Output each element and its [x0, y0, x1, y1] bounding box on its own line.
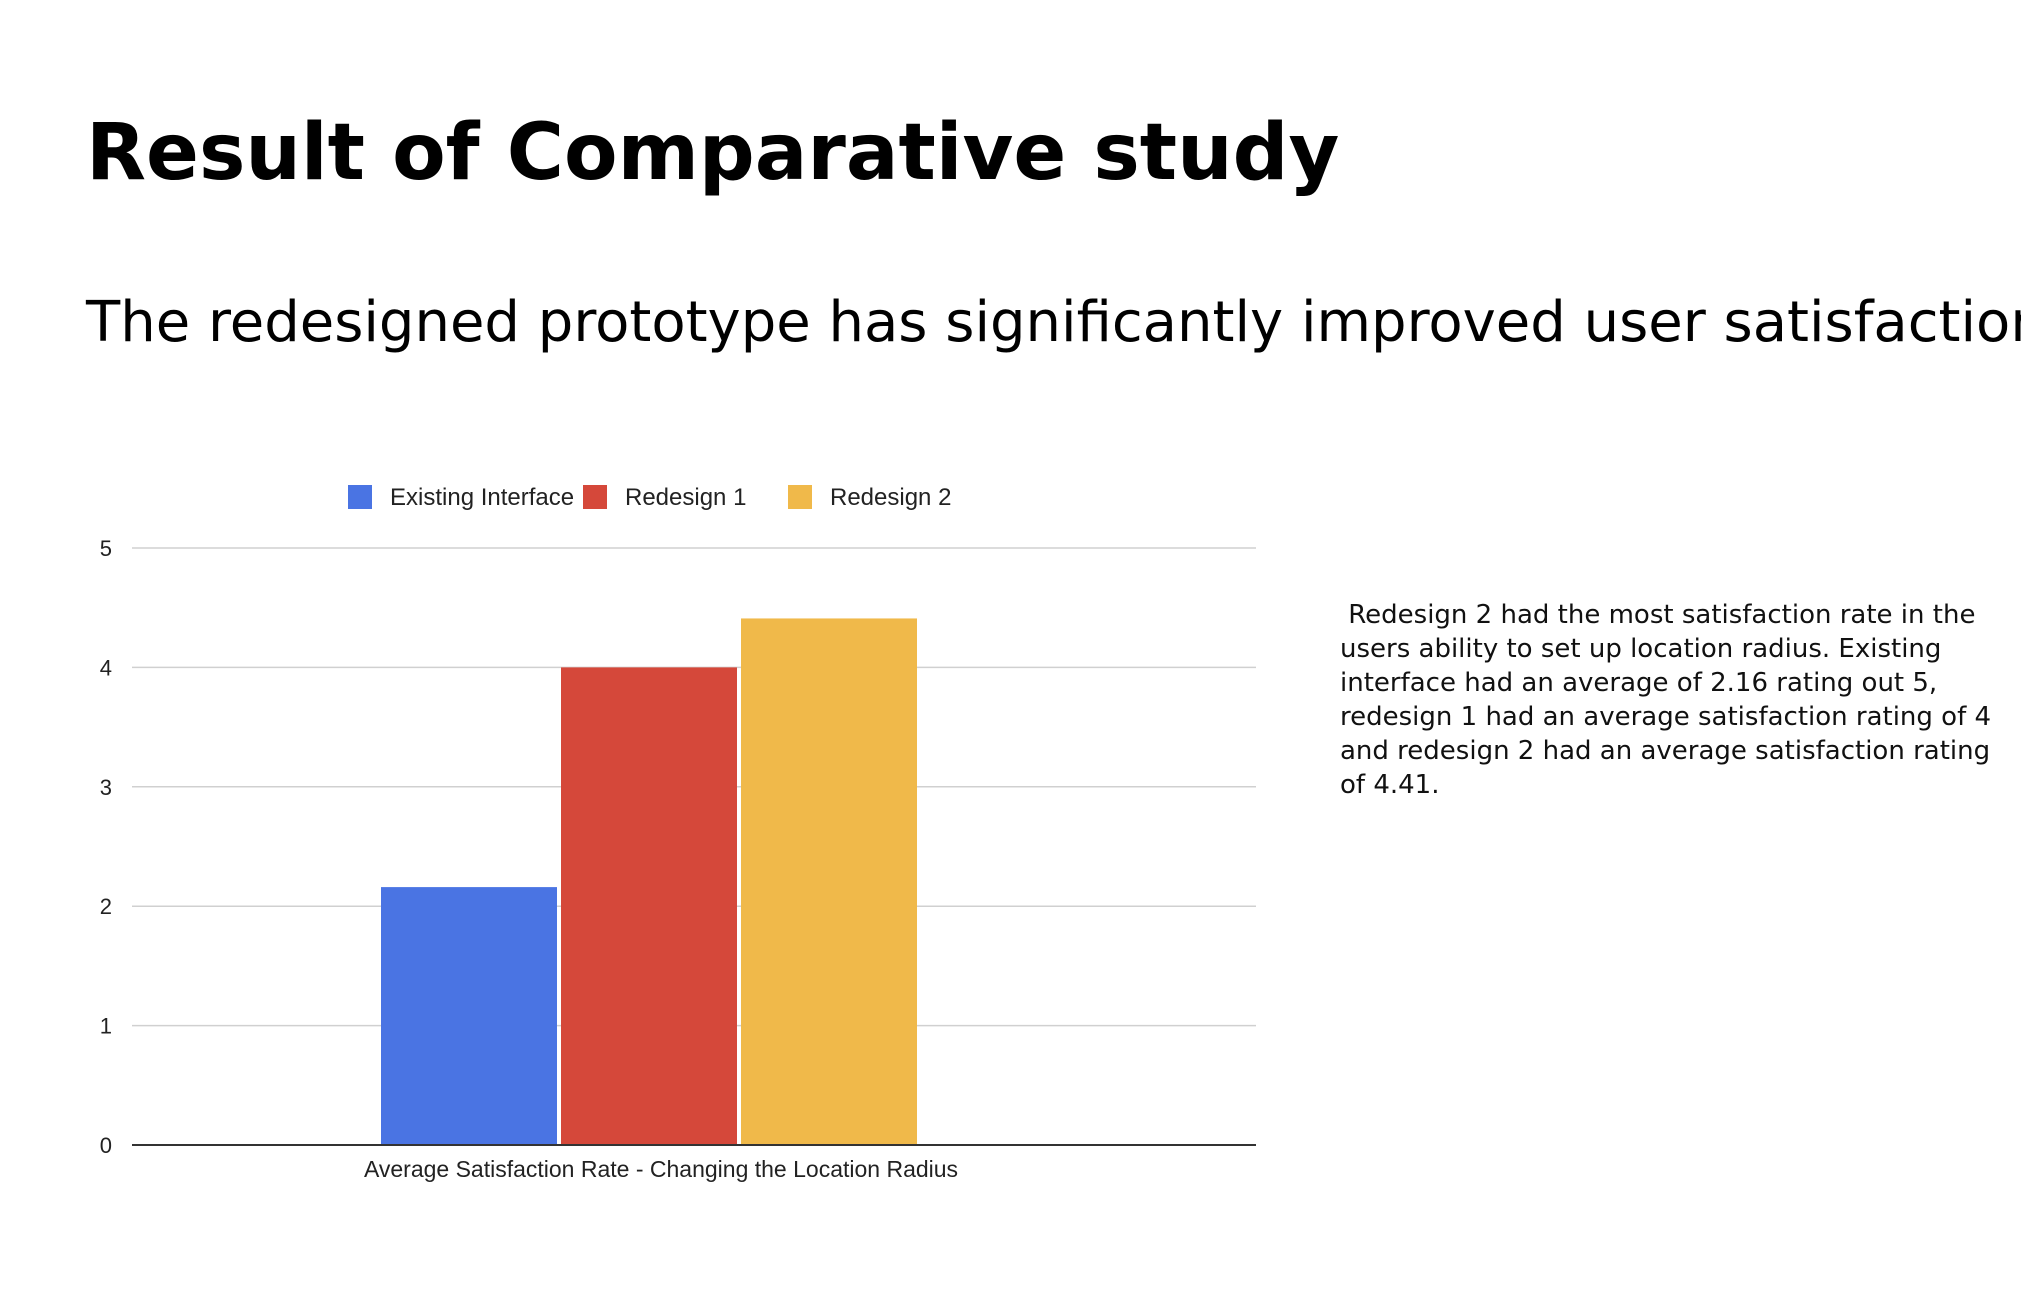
legend-swatch	[788, 485, 812, 509]
legend-label: Redesign 2	[830, 484, 951, 511]
legend-swatch	[348, 485, 372, 509]
y-tick-label: 0	[100, 1133, 112, 1158]
x-axis-label: Average Satisfaction Rate - Changing the…	[364, 1156, 958, 1182]
legend: Existing Interface Redesign 1 Redesign 2	[348, 484, 951, 511]
description-text: Redesign 2 had the most satisfaction rat…	[1340, 600, 2000, 800]
y-tick-label: 3	[100, 775, 112, 800]
bar-existing-interface	[381, 887, 557, 1145]
legend-label: Redesign 1	[625, 484, 746, 511]
chart-canvas: 0 1 2 3 4 5 Existing Interface Redesign 1 Redes…	[100, 484, 1256, 1182]
bars	[381, 618, 917, 1145]
y-axis-tick-labels: 0 1 2 3 4 5	[100, 536, 112, 1158]
y-tick-label: 1	[100, 1014, 112, 1039]
page-subtitle: The redesigned prototype has significant…	[86, 290, 2021, 355]
page-title: Result of Comparative study	[86, 108, 1340, 198]
y-tick-label: 4	[100, 655, 112, 680]
y-tick-label: 2	[100, 894, 112, 919]
bar-redesign-1	[561, 667, 737, 1145]
bar-redesign-2	[741, 618, 917, 1145]
bar-chart: 0 1 2 3 4 5 Existing Interface Redesign 1 Redes…	[60, 460, 1380, 1220]
y-tick-label: 5	[100, 536, 112, 561]
legend-label: Existing Interface	[390, 484, 574, 511]
legend-swatch	[583, 485, 607, 509]
